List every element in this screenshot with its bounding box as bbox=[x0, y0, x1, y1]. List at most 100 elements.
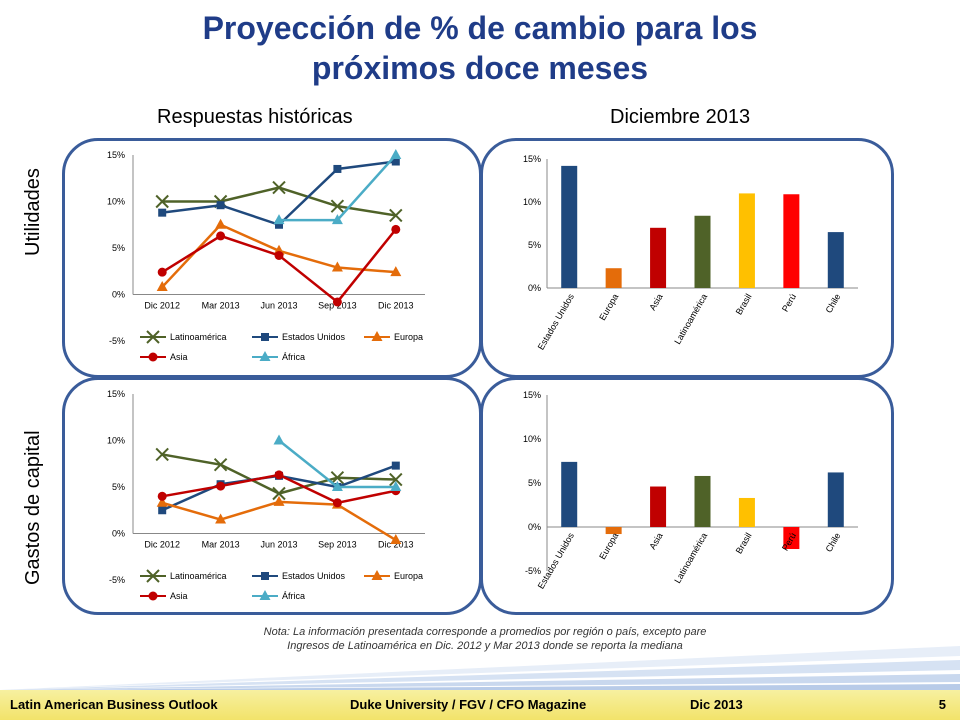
data-point-africa bbox=[390, 481, 402, 491]
data-point-africa bbox=[331, 214, 343, 225]
data-point-asia bbox=[216, 231, 226, 241]
legend-label: Asia bbox=[170, 591, 188, 601]
legend-marker bbox=[371, 331, 383, 341]
data-point-latinoamerica bbox=[330, 199, 345, 213]
footer-bar: Latin American Business Outlook Duke Uni… bbox=[0, 690, 960, 720]
page-number: 5 bbox=[938, 697, 946, 712]
legend-label: África bbox=[282, 591, 305, 601]
legend-label: África bbox=[282, 352, 305, 362]
data-point-europa bbox=[215, 218, 227, 229]
legend-marker bbox=[259, 351, 271, 361]
column-heading-historical: Respuestas históricas bbox=[157, 106, 353, 128]
legend-label: Asia bbox=[170, 352, 188, 362]
legend-marker bbox=[261, 572, 269, 580]
legend-marker bbox=[259, 590, 271, 600]
legend-item-africa: África bbox=[252, 590, 305, 601]
y-tick-label: 0% bbox=[528, 283, 541, 293]
bar-brasil bbox=[738, 497, 755, 527]
y-tick-label: -5% bbox=[109, 336, 125, 346]
x-tick-label: Dic 2013 bbox=[378, 301, 414, 311]
data-point-latinoamerica bbox=[272, 180, 286, 195]
y-tick-label: -5% bbox=[525, 566, 541, 576]
bar-chile bbox=[827, 232, 844, 288]
data-point-africa bbox=[331, 481, 343, 491]
series-latinoamerica bbox=[155, 447, 403, 501]
data-point-asia bbox=[332, 498, 342, 508]
data-point-africa bbox=[273, 434, 285, 445]
legend-item-europa: Europa bbox=[364, 570, 423, 581]
data-point-latinoamerica bbox=[389, 472, 403, 487]
series-latinoamerica bbox=[155, 180, 403, 223]
legend-item-africa: África bbox=[252, 351, 305, 362]
legend-item-europa: Europa bbox=[364, 331, 423, 342]
y-tick-label: 5% bbox=[528, 478, 541, 488]
bar-latinoamerica bbox=[694, 215, 711, 288]
footer-center: Duke University / FGV / CFO Magazine bbox=[350, 697, 587, 712]
x-tick-label: Brasil bbox=[734, 292, 754, 316]
data-point-estados-unidos bbox=[391, 461, 400, 470]
title-line-2: próximos doce meses bbox=[311, 50, 649, 86]
data-point-estados-unidos bbox=[391, 157, 400, 166]
series-asia bbox=[157, 470, 401, 508]
y-tick-label: 5% bbox=[528, 240, 541, 250]
bar-estados-unidos bbox=[561, 461, 578, 527]
line-chart: -5%0%5%10%15%Dic 2012 Mar 2013 Jun 2013 Sep… bbox=[107, 389, 425, 601]
line-chart: -5%0%5%10%15%Dic 2012 Mar 2013 Jun 2013 Sep… bbox=[107, 149, 425, 362]
legend-marker bbox=[148, 352, 158, 362]
x-tick-label: Latinoamérica bbox=[672, 531, 709, 585]
data-point-asia bbox=[391, 224, 401, 234]
y-tick-label: -5% bbox=[109, 575, 125, 585]
y-tick-label: 0% bbox=[112, 529, 125, 539]
x-tick-label: Dic 2012 bbox=[144, 540, 180, 550]
legend-marker bbox=[146, 330, 160, 344]
data-point-latinoamerica bbox=[389, 208, 403, 223]
data-point-asia bbox=[332, 297, 342, 307]
legend-marker bbox=[146, 569, 160, 583]
series-line-latinoamerica bbox=[162, 186, 396, 217]
legend-item-latinoamerica: Latinoamérica bbox=[140, 569, 227, 583]
legend-marker bbox=[148, 591, 158, 601]
x-tick-label: Brasil bbox=[734, 531, 754, 555]
x-tick-label: Mar 2013 bbox=[202, 540, 240, 550]
x-tick-label: Asia bbox=[647, 531, 664, 551]
bar-europa bbox=[605, 268, 622, 288]
data-point-latinoamerica bbox=[155, 447, 169, 462]
legend-marker bbox=[261, 333, 269, 341]
x-tick-label: Latinoamérica bbox=[672, 292, 709, 346]
series-line-europa bbox=[161, 500, 397, 542]
legend-label: Latinoamérica bbox=[170, 571, 227, 581]
bar-chart: 0% 5% 10% 15% Estados Unidos Europa Asia Latino… bbox=[523, 154, 858, 352]
data-point-africa bbox=[273, 214, 285, 225]
x-tick-label: Europa bbox=[597, 292, 620, 322]
data-point-europa bbox=[215, 513, 227, 524]
data-point-europa bbox=[156, 496, 168, 507]
decorative-stripes bbox=[0, 596, 960, 690]
y-tick-label: 0% bbox=[528, 522, 541, 532]
chart-panel-utilidades-historical: -5% 0% 5% 10% 15% Dic 2012 Mar 2013 Jun 2013 Sep… bbox=[62, 138, 482, 378]
footer-left: Latin American Business Outlook bbox=[10, 697, 218, 712]
y-tick-label: 5% bbox=[112, 243, 125, 253]
x-tick-label: Mar 2013 bbox=[202, 301, 240, 311]
y-tick-label: 10% bbox=[107, 436, 125, 446]
legend-label: Latinoamérica bbox=[170, 332, 227, 342]
y-tick-label: 15% bbox=[523, 154, 541, 164]
data-point-latinoamerica bbox=[155, 194, 169, 209]
bar-estados-unidos bbox=[561, 165, 578, 288]
data-point-europa bbox=[390, 266, 402, 277]
y-tick-label: 0% bbox=[112, 290, 125, 300]
data-point-asia bbox=[274, 250, 284, 260]
bar-peru bbox=[783, 194, 800, 288]
data-point-asia bbox=[274, 470, 284, 480]
bar-asia bbox=[650, 486, 667, 527]
series-asia bbox=[157, 224, 401, 307]
bar-latinoamerica bbox=[694, 475, 711, 527]
chart-panel-gastos-dec2013: -5% 0% 5% 10% 15% Estados Unidos Europa Asia Lat… bbox=[480, 377, 894, 615]
x-tick-label: Asia bbox=[647, 292, 664, 312]
legend-item-asia: Asia bbox=[140, 352, 188, 362]
data-point-estados-unidos bbox=[333, 164, 342, 173]
data-point-latinoamerica bbox=[213, 457, 228, 472]
chart-panel-utilidades-dec2013: 0% 5% 10% 15% Estados Unidos Europa Asia Latino… bbox=[480, 138, 894, 378]
column-heading-december: Diciembre 2013 bbox=[610, 106, 751, 128]
data-point-europa bbox=[156, 281, 168, 292]
series-africa bbox=[273, 149, 402, 225]
